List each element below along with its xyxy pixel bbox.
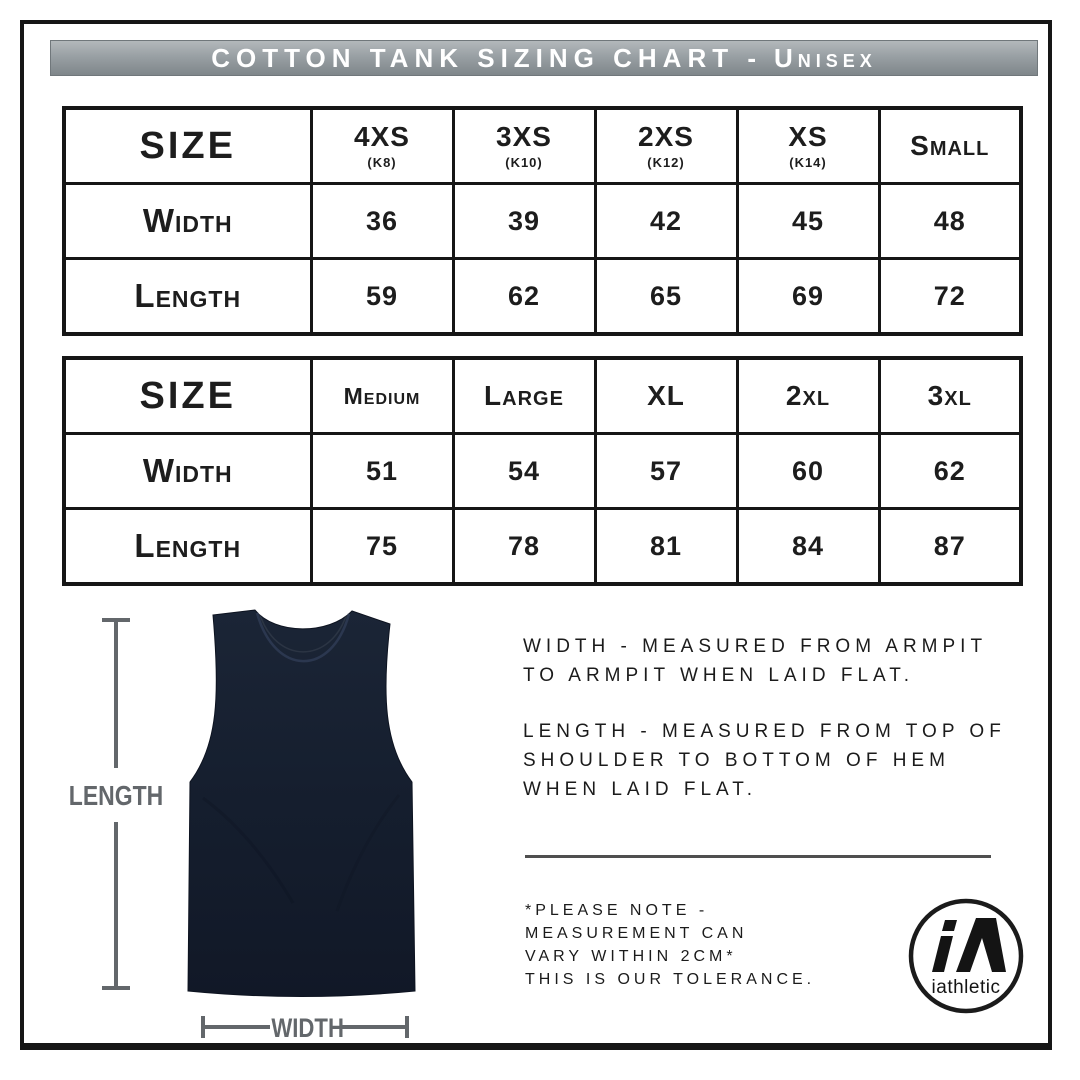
page-title: COTTON TANK SIZING CHART - bbox=[211, 42, 762, 73]
logo-wordmark: iathletic bbox=[932, 977, 1001, 998]
column-header-small: Small bbox=[877, 106, 1023, 185]
tank-collar-highlight bbox=[258, 611, 348, 653]
tank-fold-right bbox=[335, 794, 401, 912]
width-guide-left-line bbox=[204, 1025, 270, 1029]
width-value-cell: 57 bbox=[593, 432, 739, 510]
note-line: LENGTH - MEASURED FROM TOP OF bbox=[523, 721, 1006, 742]
length-value-cell: 81 bbox=[593, 507, 739, 586]
width-value-cell: 36 bbox=[309, 182, 455, 260]
size-corner-cell: SIZE bbox=[62, 356, 313, 435]
width-row-label: Width bbox=[62, 432, 313, 510]
length-row: Length 75 78 81 84 87 bbox=[62, 507, 1023, 586]
column-header-large: Large bbox=[451, 356, 597, 435]
width-value-cell: 54 bbox=[451, 432, 597, 510]
width-guide-label: WIDTH bbox=[271, 1013, 344, 1043]
tank-top-illustration bbox=[187, 609, 416, 997]
width-value-cell: 60 bbox=[735, 432, 881, 510]
column-header-2xs: 2XS (K12) bbox=[593, 106, 739, 185]
header-row: SIZE 4XS (K8) 3XS (K10) 2XS (K12) XS (K1… bbox=[62, 106, 1023, 185]
outer-frame-border bbox=[20, 20, 1052, 1050]
width-value-cell: 62 bbox=[877, 432, 1023, 510]
length-guide-upper-line bbox=[114, 620, 118, 768]
length-guide-lower-line bbox=[114, 822, 118, 986]
column-header-medium: Medium bbox=[309, 356, 455, 435]
length-value-cell: 84 bbox=[735, 507, 881, 586]
column-header-xs: XS (K14) bbox=[735, 106, 881, 185]
tank-collar-seam bbox=[255, 612, 351, 663]
length-guide-bottom-cap bbox=[102, 986, 130, 990]
size-corner-cell: SIZE bbox=[62, 106, 313, 185]
width-row: Width 36 39 42 45 48 bbox=[62, 182, 1023, 260]
width-definition-note: WIDTH - MEASURED FROM ARMPIT TO ARMPIT W… bbox=[523, 632, 987, 690]
width-row: Width 51 54 57 60 62 bbox=[62, 432, 1023, 510]
tolerance-note: *PLEASE NOTE - MEASUREMENT CAN VARY WITH… bbox=[525, 899, 815, 991]
length-row-label: Length bbox=[62, 507, 313, 586]
note-line: WIDTH - MEASURED FROM ARMPIT bbox=[523, 636, 988, 657]
note-line: VARY WITHIN 2CM* bbox=[525, 948, 737, 965]
tank-silhouette bbox=[187, 609, 416, 997]
logo-i-dot bbox=[942, 920, 957, 931]
length-guide-label: LENGTH bbox=[68, 780, 164, 811]
column-header-xl: XL bbox=[593, 356, 739, 435]
column-header-3xl: 3xl bbox=[877, 356, 1023, 435]
title-bar: COTTON TANK SIZING CHART - Unisex bbox=[50, 40, 1038, 76]
width-value-cell: 48 bbox=[877, 182, 1023, 260]
iathletic-logo: iathletic bbox=[908, 898, 1024, 1014]
note-line: WHEN LAID FLAT. bbox=[523, 779, 758, 800]
length-definition-note: LENGTH - MEASURED FROM TOP OF SHOULDER T… bbox=[523, 717, 1006, 804]
length-value-cell: 69 bbox=[735, 257, 881, 336]
length-row-label: Length bbox=[62, 257, 313, 336]
column-header-3xs: 3XS (K10) bbox=[451, 106, 597, 185]
sizing-table-large-sizes: SIZE Medium Large XL 2xl 3xl bbox=[62, 356, 1023, 586]
length-value-cell: 78 bbox=[451, 507, 597, 586]
page-title-unisex: Unisex bbox=[774, 42, 877, 73]
note-line: TO ARMPIT WHEN LAID FLAT. bbox=[523, 665, 915, 686]
header-row: SIZE Medium Large XL 2xl 3xl bbox=[62, 356, 1023, 435]
tank-fold-left bbox=[202, 796, 295, 904]
note-line: SHOULDER TO BOTTOM OF HEM bbox=[523, 750, 950, 771]
logo-a-mark bbox=[956, 918, 1006, 972]
length-value-cell: 75 bbox=[309, 507, 455, 586]
note-line: THIS IS OUR TOLERANCE. bbox=[525, 971, 816, 988]
length-value-cell: 59 bbox=[309, 257, 455, 336]
note-line: *PLEASE NOTE - bbox=[525, 902, 709, 919]
width-guide-left-cap bbox=[201, 1016, 205, 1038]
width-row-label: Width bbox=[62, 182, 313, 260]
column-header-4xs: 4XS (K8) bbox=[309, 106, 455, 185]
width-guide-right-line bbox=[341, 1025, 407, 1029]
width-value-cell: 51 bbox=[309, 432, 455, 510]
width-value-cell: 39 bbox=[451, 182, 597, 260]
width-guide-right-cap bbox=[405, 1016, 409, 1038]
length-value-cell: 65 bbox=[593, 257, 739, 336]
sizing-table-small-sizes: SIZE 4XS (K8) 3XS (K10) 2XS (K12) XS (K1… bbox=[62, 106, 1023, 336]
column-header-2xl: 2xl bbox=[735, 356, 881, 435]
width-value-cell: 45 bbox=[735, 182, 881, 260]
width-value-cell: 42 bbox=[593, 182, 739, 260]
logo-i-body bbox=[932, 936, 953, 972]
length-value-cell: 62 bbox=[451, 257, 597, 336]
notes-divider-line bbox=[525, 855, 991, 858]
note-line: MEASUREMENT CAN bbox=[525, 925, 748, 942]
length-row: Length 59 62 65 69 72 bbox=[62, 257, 1023, 336]
length-value-cell: 72 bbox=[877, 257, 1023, 336]
length-value-cell: 87 bbox=[877, 507, 1023, 586]
